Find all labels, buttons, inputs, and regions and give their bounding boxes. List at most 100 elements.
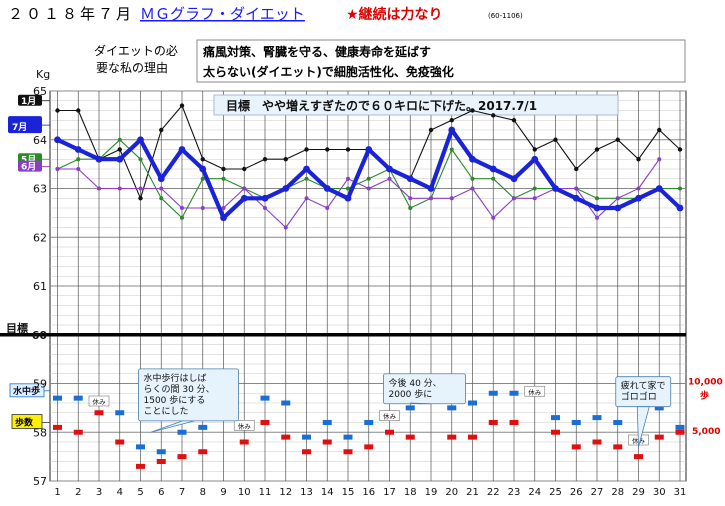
x-tick-label: 21 [466, 487, 479, 498]
water-step-marker [613, 420, 622, 425]
water-step-marker [115, 410, 124, 415]
note-line: ことにした [144, 406, 189, 417]
x-tick-label: 20 [445, 487, 458, 498]
series-point-3 [637, 187, 641, 191]
walk-step-marker [385, 430, 394, 435]
x-tick-label: 17 [383, 487, 396, 498]
series-point-3 [408, 196, 412, 200]
y-tick-label: 61 [33, 280, 47, 293]
series-point-2 [471, 177, 475, 181]
water-step-marker [489, 391, 498, 396]
series-point-3 [388, 177, 392, 181]
water-step-marker [364, 420, 373, 425]
water-step-marker [281, 401, 290, 406]
series-point-1 [96, 156, 103, 163]
series-point-0 [491, 113, 495, 117]
x-tick-label: 23 [508, 487, 521, 498]
x-tick-label: 10 [238, 487, 251, 498]
series-point-3 [471, 187, 475, 191]
reason-label-line2: 要な私の理由 [96, 61, 168, 75]
series-point-3 [305, 196, 309, 200]
x-tick-label: 9 [220, 487, 226, 498]
walk-step-marker [489, 420, 498, 425]
series-point-3 [450, 196, 454, 200]
water-step-marker [198, 425, 207, 430]
water-step-marker [157, 449, 166, 454]
series-point-1 [199, 166, 206, 173]
y-tick-label: 59 [33, 378, 47, 391]
series-point-3 [574, 187, 578, 191]
x-tick-label: 22 [487, 487, 500, 498]
series-point-3 [97, 187, 101, 191]
series-point-2 [76, 157, 80, 161]
x-tick-label: 7 [179, 487, 185, 498]
note-line: 2000 歩に [389, 388, 433, 400]
x-tick-label: 12 [279, 487, 292, 498]
series-point-0 [636, 157, 640, 161]
series-point-2 [139, 157, 143, 161]
x-tick-label: 27 [591, 487, 604, 498]
series-point-1 [345, 195, 352, 202]
walk-step-marker [634, 454, 643, 459]
series-point-1 [116, 156, 123, 163]
walk-step-marker [198, 449, 207, 454]
series-point-2 [595, 196, 599, 200]
header-date: ２０１８年７月 [8, 5, 134, 23]
series-point-0 [138, 196, 142, 200]
walk-step-marker [240, 440, 249, 445]
series-point-1 [407, 175, 414, 182]
water-step-marker [261, 396, 270, 401]
series-point-0 [221, 167, 225, 171]
x-tick-label: 13 [300, 487, 313, 498]
rest-label: 休み [528, 387, 542, 396]
x-tick-label: 28 [611, 487, 624, 498]
series-point-1 [531, 156, 538, 163]
series-point-3 [595, 216, 599, 220]
series-point-3 [616, 196, 620, 200]
series-point-0 [512, 118, 516, 122]
series-point-0 [159, 128, 163, 132]
series-point-3 [263, 206, 267, 210]
series-point-2 [118, 138, 122, 142]
water-step-marker [468, 401, 477, 406]
note-line: ゴロゴロ [621, 391, 657, 403]
right-unit: 歩 [700, 389, 709, 401]
series-point-0 [242, 167, 246, 171]
series-point-2 [222, 177, 226, 181]
water-step-marker [302, 435, 311, 440]
goal-banner: 目標 やや増えすぎたので６０キロに下げた。2017.7/1 [226, 98, 537, 113]
series-point-1 [179, 146, 186, 153]
walk-step-marker [676, 430, 685, 435]
series-point-0 [304, 147, 308, 151]
x-tick-label: 26 [570, 487, 583, 498]
water-step-marker [676, 425, 685, 430]
series-point-0 [533, 147, 537, 151]
x-tick-label: 1 [54, 487, 60, 498]
water-step-marker [74, 396, 83, 401]
x-tick-label: 25 [549, 487, 562, 498]
series-point-1 [386, 166, 393, 173]
series-point-0 [180, 103, 184, 107]
series-point-3 [429, 196, 433, 200]
series-point-0 [595, 147, 599, 151]
series-point-1 [428, 185, 435, 192]
series-point-3 [56, 167, 60, 171]
y-unit-label: Kg [36, 68, 50, 81]
walk-step-marker [115, 440, 124, 445]
series-point-1 [552, 185, 559, 192]
series-point-3 [159, 187, 163, 191]
series-point-0 [574, 167, 578, 171]
series-point-3 [284, 226, 288, 230]
x-tick-label: 6 [158, 487, 164, 498]
series-point-1 [490, 166, 497, 173]
header-title[interactable]: ＭＧグラフ・ダイエット [140, 5, 305, 23]
water-step-marker [53, 396, 62, 401]
x-tick-label: 3 [96, 487, 102, 498]
series-point-3 [346, 177, 350, 181]
series-point-0 [76, 108, 80, 112]
series-point-3 [367, 187, 371, 191]
series-point-2 [533, 187, 537, 191]
series-point-0 [553, 138, 557, 142]
walk-step-marker [551, 430, 560, 435]
series-point-0 [450, 118, 454, 122]
